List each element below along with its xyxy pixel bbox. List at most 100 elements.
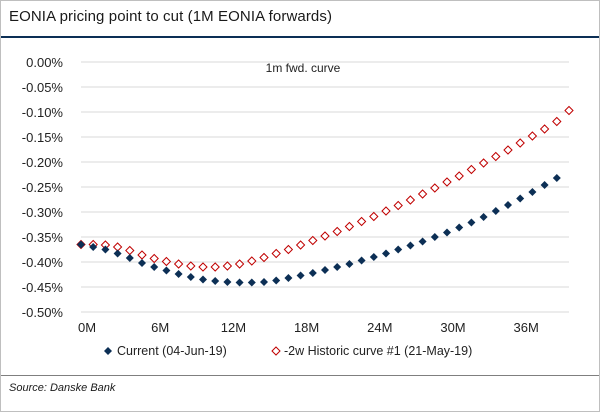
point-historic [271,248,281,259]
y-tick-label: -0.25% [22,180,64,195]
point-historic [527,131,538,141]
point-historic [381,206,391,216]
point-current [394,245,403,254]
point-historic [478,158,489,168]
point-historic [539,124,550,134]
point-current [321,266,329,274]
point-historic [515,138,525,148]
chart: 0.00% -0.05% -0.10% -0.15% -0.20% -0.25% -0.30… [22,55,574,358]
point-historic [442,177,452,187]
point-current [467,218,476,227]
point-historic [503,145,513,155]
x-tick-label: 24M [367,320,392,335]
y-tick-label: -0.40% [22,255,64,270]
point-current [211,277,220,285]
point-current [150,263,159,271]
point-historic [430,183,440,193]
point-historic [210,262,220,272]
point-current [491,207,500,215]
point-historic [491,151,501,162]
point-current [528,188,537,196]
point-current [77,240,85,249]
point-current [125,254,134,262]
y-tick-label: -0.15% [22,130,64,145]
point-historic [259,252,269,263]
legend-marker-current [104,347,112,355]
point-current [174,270,183,278]
point-historic [186,261,196,271]
point-historic [283,244,294,255]
point-historic [320,231,330,241]
grid [81,61,569,313]
point-historic [149,253,159,264]
point-historic [405,195,416,205]
point-current [138,259,146,267]
point-current [443,228,451,237]
point-current [272,276,281,285]
y-tick-label: -0.20% [22,155,64,170]
point-historic [247,256,257,266]
point-historic [125,245,135,256]
y-tick-label: -0.45% [22,280,64,295]
y-tick-label: 0.00% [26,55,63,70]
point-current [284,274,293,282]
point-current [113,249,122,258]
source-note: Source: Danske Bank [9,382,116,394]
point-current [418,237,427,246]
point-current [455,223,464,232]
point-historic [417,189,428,199]
y-tick-label: -0.10% [22,105,64,120]
chart-title: EONIA pricing point to cut (1M EONIA for… [9,8,333,25]
point-historic [344,221,355,232]
point-historic [295,240,306,250]
x-tick-label: 6M [151,320,169,335]
point-current [345,260,354,268]
point-historic [308,235,318,246]
series-layer [76,105,574,287]
point-current [357,256,366,265]
point-current [430,233,439,241]
x-tick-label: 12M [221,320,246,335]
point-historic [393,200,403,211]
point-current [382,249,390,258]
point-historic [222,261,233,271]
point-current [504,201,512,209]
point-current [260,278,268,286]
point-current [186,273,195,281]
y-tick-label: -0.50% [22,305,64,320]
point-current [479,213,488,221]
point-current [308,269,317,277]
x-tick-label: 36M [514,320,539,335]
point-current [235,278,244,287]
point-historic [466,164,477,175]
chart-annotation: 1m fwd. curve [266,61,341,75]
point-current [162,266,171,275]
point-current [101,245,110,254]
point-historic [234,259,245,269]
point-current [406,241,415,250]
point-historic [198,262,208,272]
point-historic [332,226,342,237]
point-current [552,174,561,182]
title-rule [1,36,599,38]
point-historic [552,116,562,127]
source-rule [1,375,599,376]
point-current [540,181,549,189]
point-current [296,271,305,280]
x-tick-label: 0M [78,320,96,335]
point-historic [356,216,367,227]
legend: Current (04-Jun-19) -2w Historic curve #… [104,344,472,358]
legend-marker-historic [271,346,281,356]
point-current [369,253,378,261]
point-historic [564,105,574,116]
legend-label-historic: -2w Historic curve #1 (21-May-19) [284,344,472,358]
point-historic [161,256,172,267]
point-historic [173,259,184,269]
x-tick-label: 30M [440,320,465,335]
point-current [516,194,525,203]
legend-label-current: Current (04-Jun-19) [117,344,227,358]
y-axis: 0.00% -0.05% -0.10% -0.15% -0.20% -0.25% -0.30… [22,55,64,320]
y-tick-label: -0.35% [22,230,64,245]
y-tick-label: -0.30% [22,205,64,220]
